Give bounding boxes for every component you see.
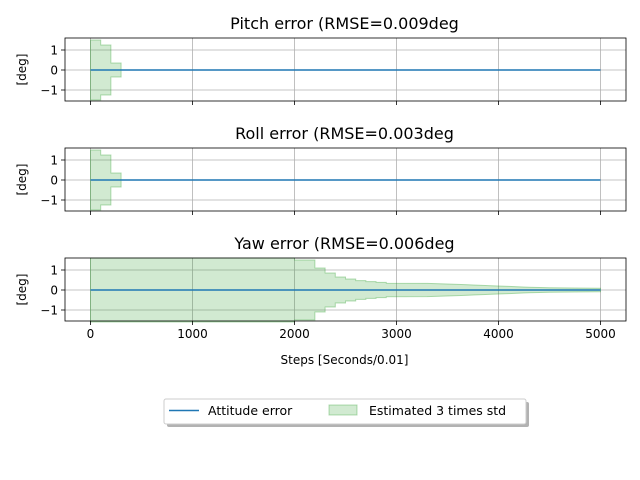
x-tick-label: 5000 [585, 327, 616, 341]
panel-pitch: −1 0 1 Pitch error (RMSE=0.009deg [deg] [15, 14, 627, 105]
y-axis-label: [deg] [15, 54, 29, 86]
axes-frame [64, 37, 627, 102]
y-axis-label: [deg] [15, 274, 29, 306]
x-tick-label: 4000 [483, 327, 514, 341]
y-axis-label: [deg] [15, 164, 29, 196]
y-tick-label: 1 [50, 44, 58, 58]
y-tick-label: −1 [40, 84, 58, 98]
axes-frame [64, 257, 627, 322]
x-tick-label: 1000 [177, 327, 208, 341]
x-tick-label: 2000 [279, 327, 310, 341]
panel-title: Yaw error (RMSE=0.006deg [233, 234, 454, 253]
y-tick-label: 0 [50, 284, 58, 298]
legend-label-attitude-error: Attitude error [208, 403, 293, 418]
panel-roll: −1 0 1 Roll error (RMSE=0.003deg [deg] [15, 124, 627, 215]
y-tick-label: 0 [50, 174, 58, 188]
panel-yaw: 0 1000 2000 3000 4000 5000 −1 0 1 Yaw error (RMSE… [15, 234, 627, 341]
legend-label-estimated-std: Estimated 3 times std [369, 403, 506, 418]
axes-frame [64, 147, 627, 212]
y-tick-label: 0 [50, 64, 58, 78]
legend: Attitude error Estimated 3 times std [163, 398, 529, 427]
y-tick-label: 1 [50, 154, 58, 168]
x-axis-label: Steps [Seconds/0.01] [281, 353, 409, 367]
panel-title: Pitch error (RMSE=0.009deg [230, 14, 459, 33]
panel-title: Roll error (RMSE=0.003deg [235, 124, 454, 143]
y-tick-label: −1 [40, 304, 58, 318]
x-tick-label: 3000 [381, 327, 412, 341]
x-tick-label: 0 [87, 327, 95, 341]
legend-band-swatch [328, 404, 358, 416]
y-tick-label: −1 [40, 194, 58, 208]
legend-frame [163, 398, 527, 425]
y-tick-label: 1 [50, 264, 58, 278]
